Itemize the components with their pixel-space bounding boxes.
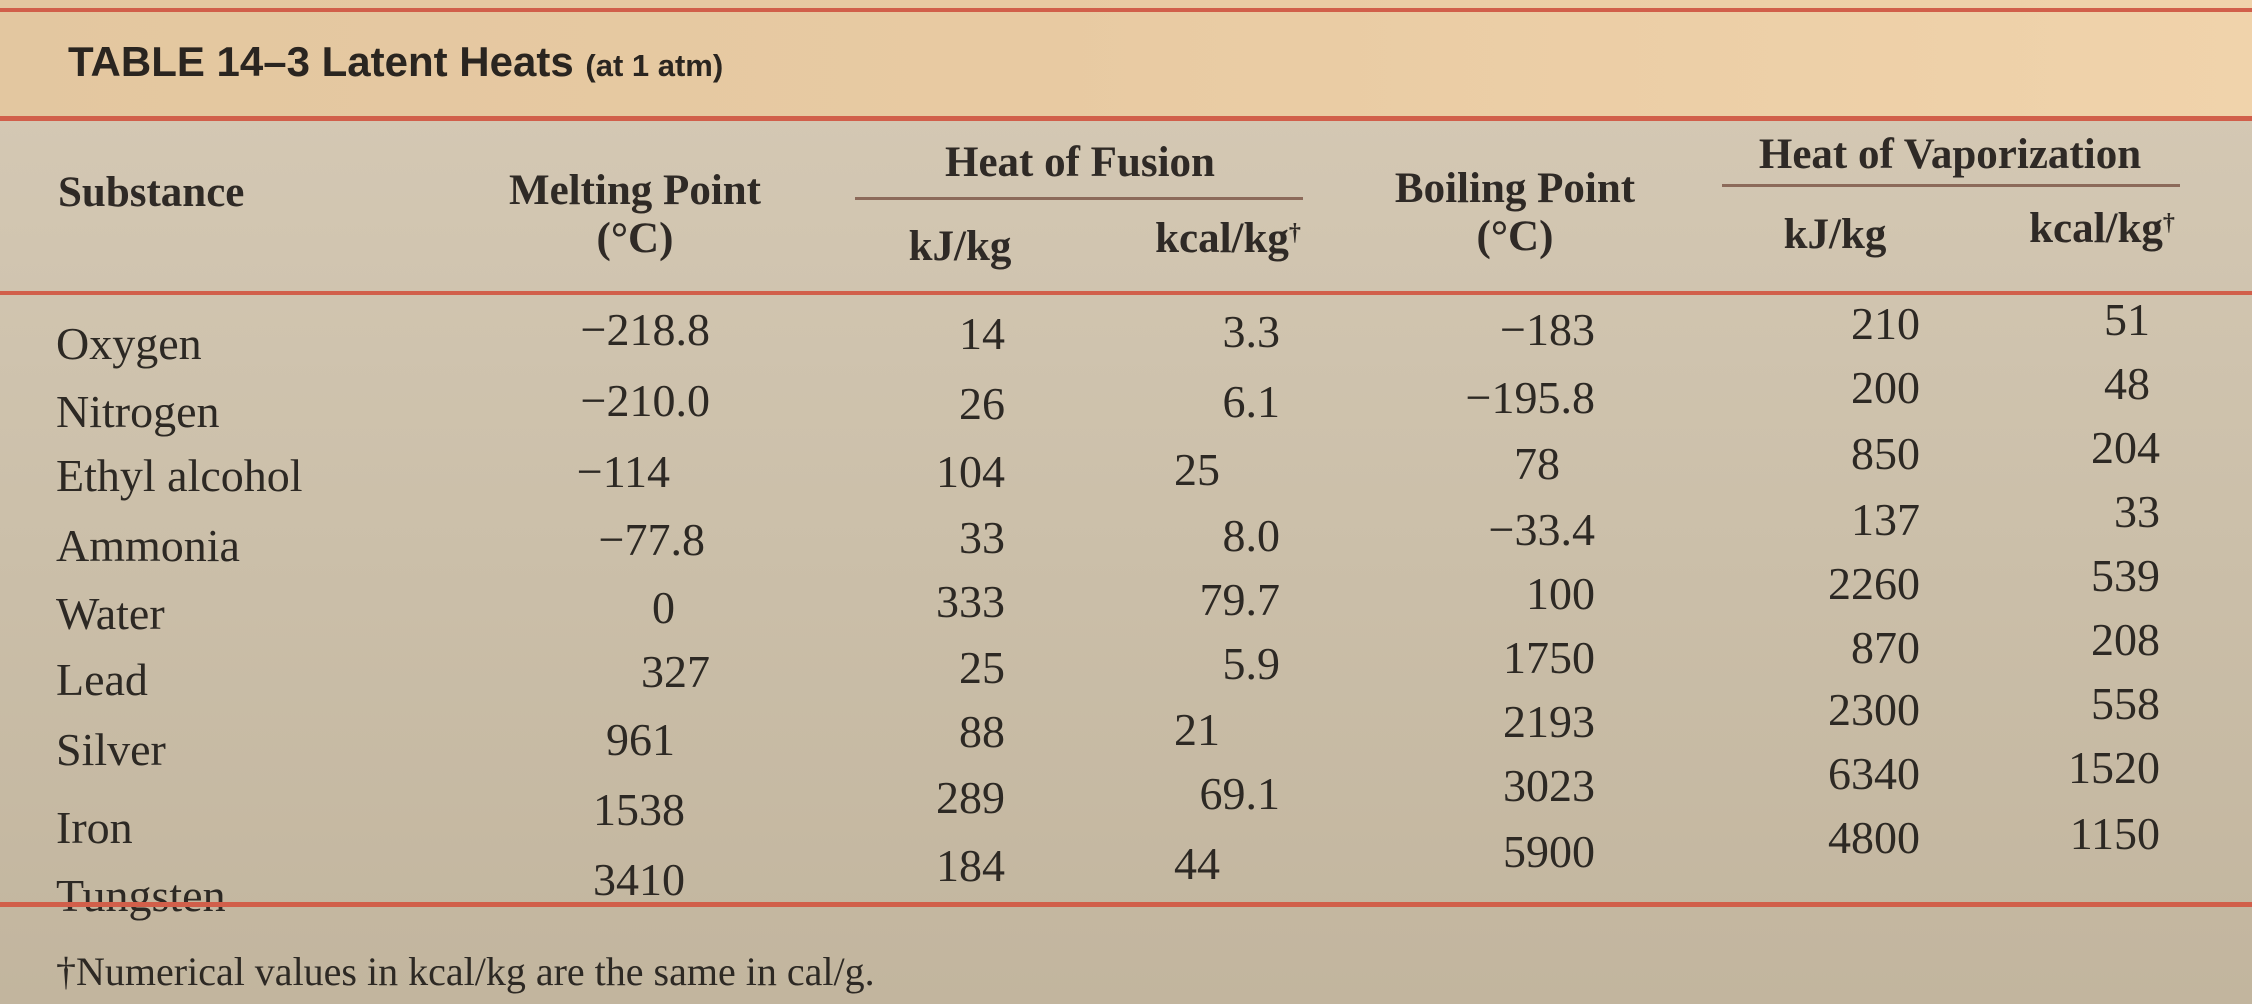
cell-fusion-kcal: 5.9 [1222, 638, 1281, 689]
cell-fusion-kcal: 8.0 [1222, 510, 1281, 561]
cell-melting: 3410 [593, 854, 685, 905]
cell-substance: Oxygen [56, 318, 202, 369]
header-fusion-kcal-text: kcal/kg [1155, 215, 1289, 262]
dagger-mark: † [2162, 210, 2175, 236]
cell-melting: −114 [576, 446, 670, 497]
cell-melting: −77.8 [598, 514, 705, 565]
cell-fusion-kcal: 3.3 [1222, 306, 1281, 357]
header-substance: Substance [58, 169, 245, 216]
cell-vap-kcal: 539 [2091, 550, 2160, 601]
cell-fusion-kj: 184 [936, 840, 1005, 891]
header-rule [0, 291, 2252, 295]
cell-fusion-kj: 14 [959, 308, 1005, 359]
header-melting-unit: (°C) [596, 215, 674, 262]
header-vap-kj: kJ/kg [1783, 211, 1887, 258]
cell-boiling: 5900 [1503, 826, 1595, 877]
cell-melting: −218.8 [580, 304, 710, 355]
cell-vap-kcal: 558 [2091, 678, 2160, 729]
top-rule [0, 8, 2252, 12]
table-title-main: TABLE 14–3 Latent Heats [68, 38, 574, 85]
cell-vap-kcal: 33 [2114, 486, 2160, 537]
cell-vap-kj: 200 [1851, 362, 1920, 413]
cell-vap-kj: 210 [1851, 298, 1920, 349]
cell-vap-kcal: 48 [2104, 358, 2150, 409]
cell-substance: Ethyl alcohol [56, 450, 303, 501]
header-boiling-point: Boiling Point [1394, 165, 1636, 212]
cell-boiling: 2193 [1503, 696, 1595, 747]
cell-vap-kj: 850 [1851, 428, 1920, 479]
cell-boiling: 3023 [1503, 760, 1595, 811]
cell-boiling: −33.4 [1488, 504, 1595, 555]
cell-vap-kj: 2300 [1828, 684, 1920, 735]
cell-vap-kj: 137 [1851, 494, 1920, 545]
bottom-rule [0, 902, 2252, 907]
cell-fusion-kj: 25 [959, 642, 1005, 693]
cell-boiling: 78 [1514, 438, 1560, 489]
title-rule [0, 116, 2252, 121]
header-heat-of-fusion: Heat of Fusion [945, 139, 1215, 186]
cell-fusion-kj: 333 [936, 576, 1005, 627]
fusion-group-rule [855, 197, 1303, 200]
cell-substance: Tungsten [56, 870, 226, 921]
cell-substance: Nitrogen [56, 386, 220, 437]
cell-melting: 0 [652, 582, 675, 633]
cell-fusion-kcal: 69.1 [1199, 768, 1281, 819]
cell-fusion-kj: 289 [936, 772, 1005, 823]
cell-boiling: −183 [1500, 304, 1595, 355]
cell-melting: 327 [641, 646, 710, 697]
cell-vap-kcal: 1520 [2068, 742, 2160, 793]
cell-fusion-kcal: 44 [1174, 838, 1220, 889]
cell-melting: 961 [606, 714, 675, 765]
cell-melting: 1538 [593, 784, 685, 835]
vaporization-group-rule [1722, 184, 2180, 187]
cell-substance: Water [56, 588, 165, 639]
dagger-mark: † [1288, 220, 1301, 246]
cell-fusion-kj: 104 [936, 446, 1005, 497]
footnote: †Numerical values in kcal/kg are the sam… [56, 949, 875, 994]
cell-melting: −210.0 [580, 375, 710, 426]
title-band [0, 0, 2252, 118]
cell-fusion-kj: 33 [959, 512, 1005, 563]
cell-fusion-kcal: 25 [1174, 444, 1220, 495]
cell-vap-kcal: 1150 [2069, 808, 2160, 859]
cell-vap-kj: 4800 [1828, 812, 1920, 863]
cell-vap-kj: 870 [1851, 622, 1920, 673]
header-vap-kcal-text: kcal/kg [2029, 205, 2163, 252]
cell-vap-kj: 6340 [1828, 748, 1920, 799]
cell-fusion-kj: 26 [959, 378, 1005, 429]
cell-substance: Ammonia [56, 520, 240, 571]
cell-vap-kcal: 51 [2104, 294, 2150, 345]
cell-fusion-kcal: 21 [1174, 704, 1220, 755]
cell-substance: Iron [56, 802, 133, 853]
header-melting-point: Melting Point [509, 167, 761, 214]
cell-vap-kcal: 208 [2091, 614, 2160, 665]
cell-fusion-kj: 88 [959, 706, 1005, 757]
header-heat-of-vaporization: Heat of Vaporization [1758, 131, 2142, 178]
cell-boiling: −195.8 [1465, 372, 1595, 423]
header-vap-kcal: kcal/kg† [2002, 204, 2202, 254]
header-fusion-kj: kJ/kg [908, 223, 1012, 270]
cell-vap-kcal: 204 [2091, 422, 2160, 473]
cell-fusion-kcal: 6.1 [1222, 376, 1281, 427]
table-title-sub: (at 1 atm) [585, 48, 724, 83]
table-title: TABLE 14–3 Latent Heats (at 1 atm) [68, 38, 723, 86]
cell-substance: Lead [56, 654, 148, 705]
cell-boiling: 100 [1526, 568, 1595, 619]
cell-fusion-kcal: 79.7 [1199, 574, 1281, 625]
cell-boiling: 1750 [1503, 632, 1595, 683]
cell-substance: Silver [56, 724, 166, 775]
header-fusion-kcal: kcal/kg† [1128, 214, 1328, 264]
header-boiling-unit: (°C) [1476, 213, 1554, 260]
cell-vap-kj: 2260 [1828, 558, 1920, 609]
